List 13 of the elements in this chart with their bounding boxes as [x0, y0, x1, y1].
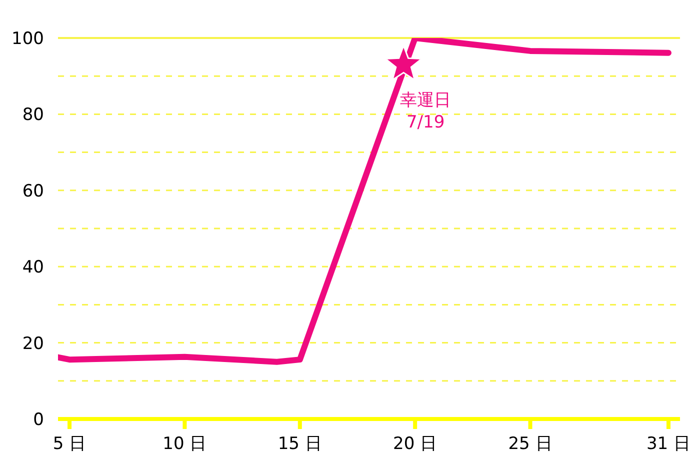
x-tick-label: 20 日 — [393, 434, 438, 454]
x-tick-label: 15 日 — [278, 434, 322, 454]
y-tick-label: 20 — [22, 334, 44, 354]
x-tick-label: 25 日 — [508, 434, 552, 454]
y-tick-label: 100 — [12, 29, 44, 50]
x-tick-label: 5 日 — [52, 434, 86, 454]
y-tick-label: 80 — [22, 105, 44, 126]
y-tick-label: 0 — [33, 410, 44, 430]
x-tick-label: 10 日 — [162, 434, 207, 454]
y-tick-label: 60 — [22, 181, 44, 202]
y-tick-label: 40 — [22, 258, 44, 278]
x-tick-label: 31 日 — [646, 434, 691, 454]
annotation: 幸運日 7/19 — [400, 90, 452, 133]
